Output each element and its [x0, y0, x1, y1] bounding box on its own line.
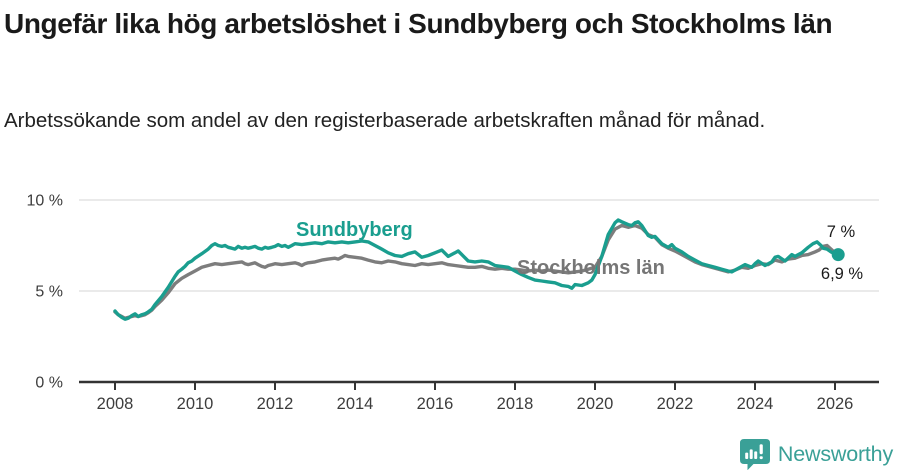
newsworthy-brand-name: Newsworthy [777, 441, 893, 466]
y-tick-label-5: 5 % [35, 284, 63, 301]
x-tick-label-2018: 2018 [497, 395, 534, 413]
end-value-label-sundbyberg: 7 % [826, 223, 856, 241]
x-tick-label-2012: 2012 [257, 395, 294, 413]
x-tick-label-2024: 2024 [737, 395, 774, 413]
end-value-label-stockholms-lan: 6,9 % [820, 265, 864, 283]
y-tick-label-0: 0 % [35, 375, 63, 392]
series-label-sundbyberg: Sundbyberg [296, 219, 413, 241]
series-label-stockholms-lan: Stockholms län [517, 257, 665, 279]
x-tick-label-2008: 2008 [97, 395, 134, 413]
newsworthy-attribution: Newsworthy [739, 436, 893, 472]
x-tick-label-2022: 2022 [657, 395, 694, 413]
chart-subtitle: Arbetssökande som andel av den registerb… [4, 109, 766, 132]
x-tick-label-2020: 2020 [577, 395, 614, 413]
series-line-sundbyberg [113, 218, 840, 321]
newsworthy-logo-icon [739, 439, 770, 470]
x-tick-label-2026: 2026 [817, 395, 854, 413]
y-tick-label-10: 10 % [27, 193, 63, 210]
end-dot-sundbyberg [831, 248, 845, 262]
x-tick-label-2016: 2016 [417, 395, 454, 413]
x-tick-label-2010: 2010 [177, 395, 214, 413]
chart-title: Ungefär lika hög arbetslöshet i Sundbybe… [4, 8, 833, 39]
x-tick-label-2014: 2014 [337, 395, 374, 413]
